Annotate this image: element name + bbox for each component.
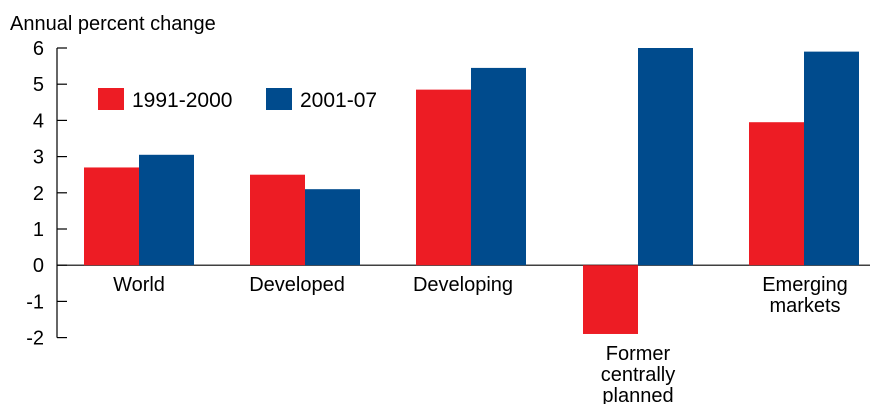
legend-label: 1991-2000 <box>132 89 232 112</box>
category-label: Developed <box>249 274 345 296</box>
bar-emerging-markets-2001-07 <box>804 51 859 266</box>
legend-swatch <box>98 88 124 110</box>
bar-developed-2001-07 <box>305 189 360 266</box>
bar-world-1991-2000 <box>84 167 139 266</box>
y-tick-label: 5 <box>33 74 44 96</box>
bar-developing-2001-07 <box>471 67 526 266</box>
category-labels: World Developed Developing Former centrally p… <box>113 274 848 404</box>
category-label: Emerging markets <box>762 274 848 317</box>
legend-swatch <box>266 88 292 110</box>
category-label: World <box>113 274 165 296</box>
y-tick-label: 6 <box>33 38 44 60</box>
y-tick-label: -2 <box>26 328 44 350</box>
y-tick-label: 4 <box>33 110 44 132</box>
y-tick-label: 3 <box>33 147 44 169</box>
bar-emerging-markets-1991-2000 <box>749 122 804 266</box>
bar-developing-1991-2000 <box>416 89 471 266</box>
bars <box>84 48 859 334</box>
bar-world-2001-07 <box>139 154 194 266</box>
y-axis-label: Annual percent change <box>10 13 216 35</box>
legend-label: 2001-07 <box>300 89 377 112</box>
bar-developed-1991-2000 <box>250 174 305 266</box>
category-label: Developing <box>413 274 513 296</box>
bar-former-centrally-planned-2001-07 <box>638 48 693 266</box>
y-tick-label: 1 <box>33 219 44 241</box>
category-label: Former centrally planned <box>601 343 675 404</box>
y-tick-label: 2 <box>33 183 44 205</box>
y-tick-label: -1 <box>26 291 44 313</box>
bar-former-centrally-planned-1991-2000 <box>583 265 638 334</box>
legend: 1991-2000 2001-07 <box>98 88 377 112</box>
y-tick-label: 0 <box>33 255 44 277</box>
